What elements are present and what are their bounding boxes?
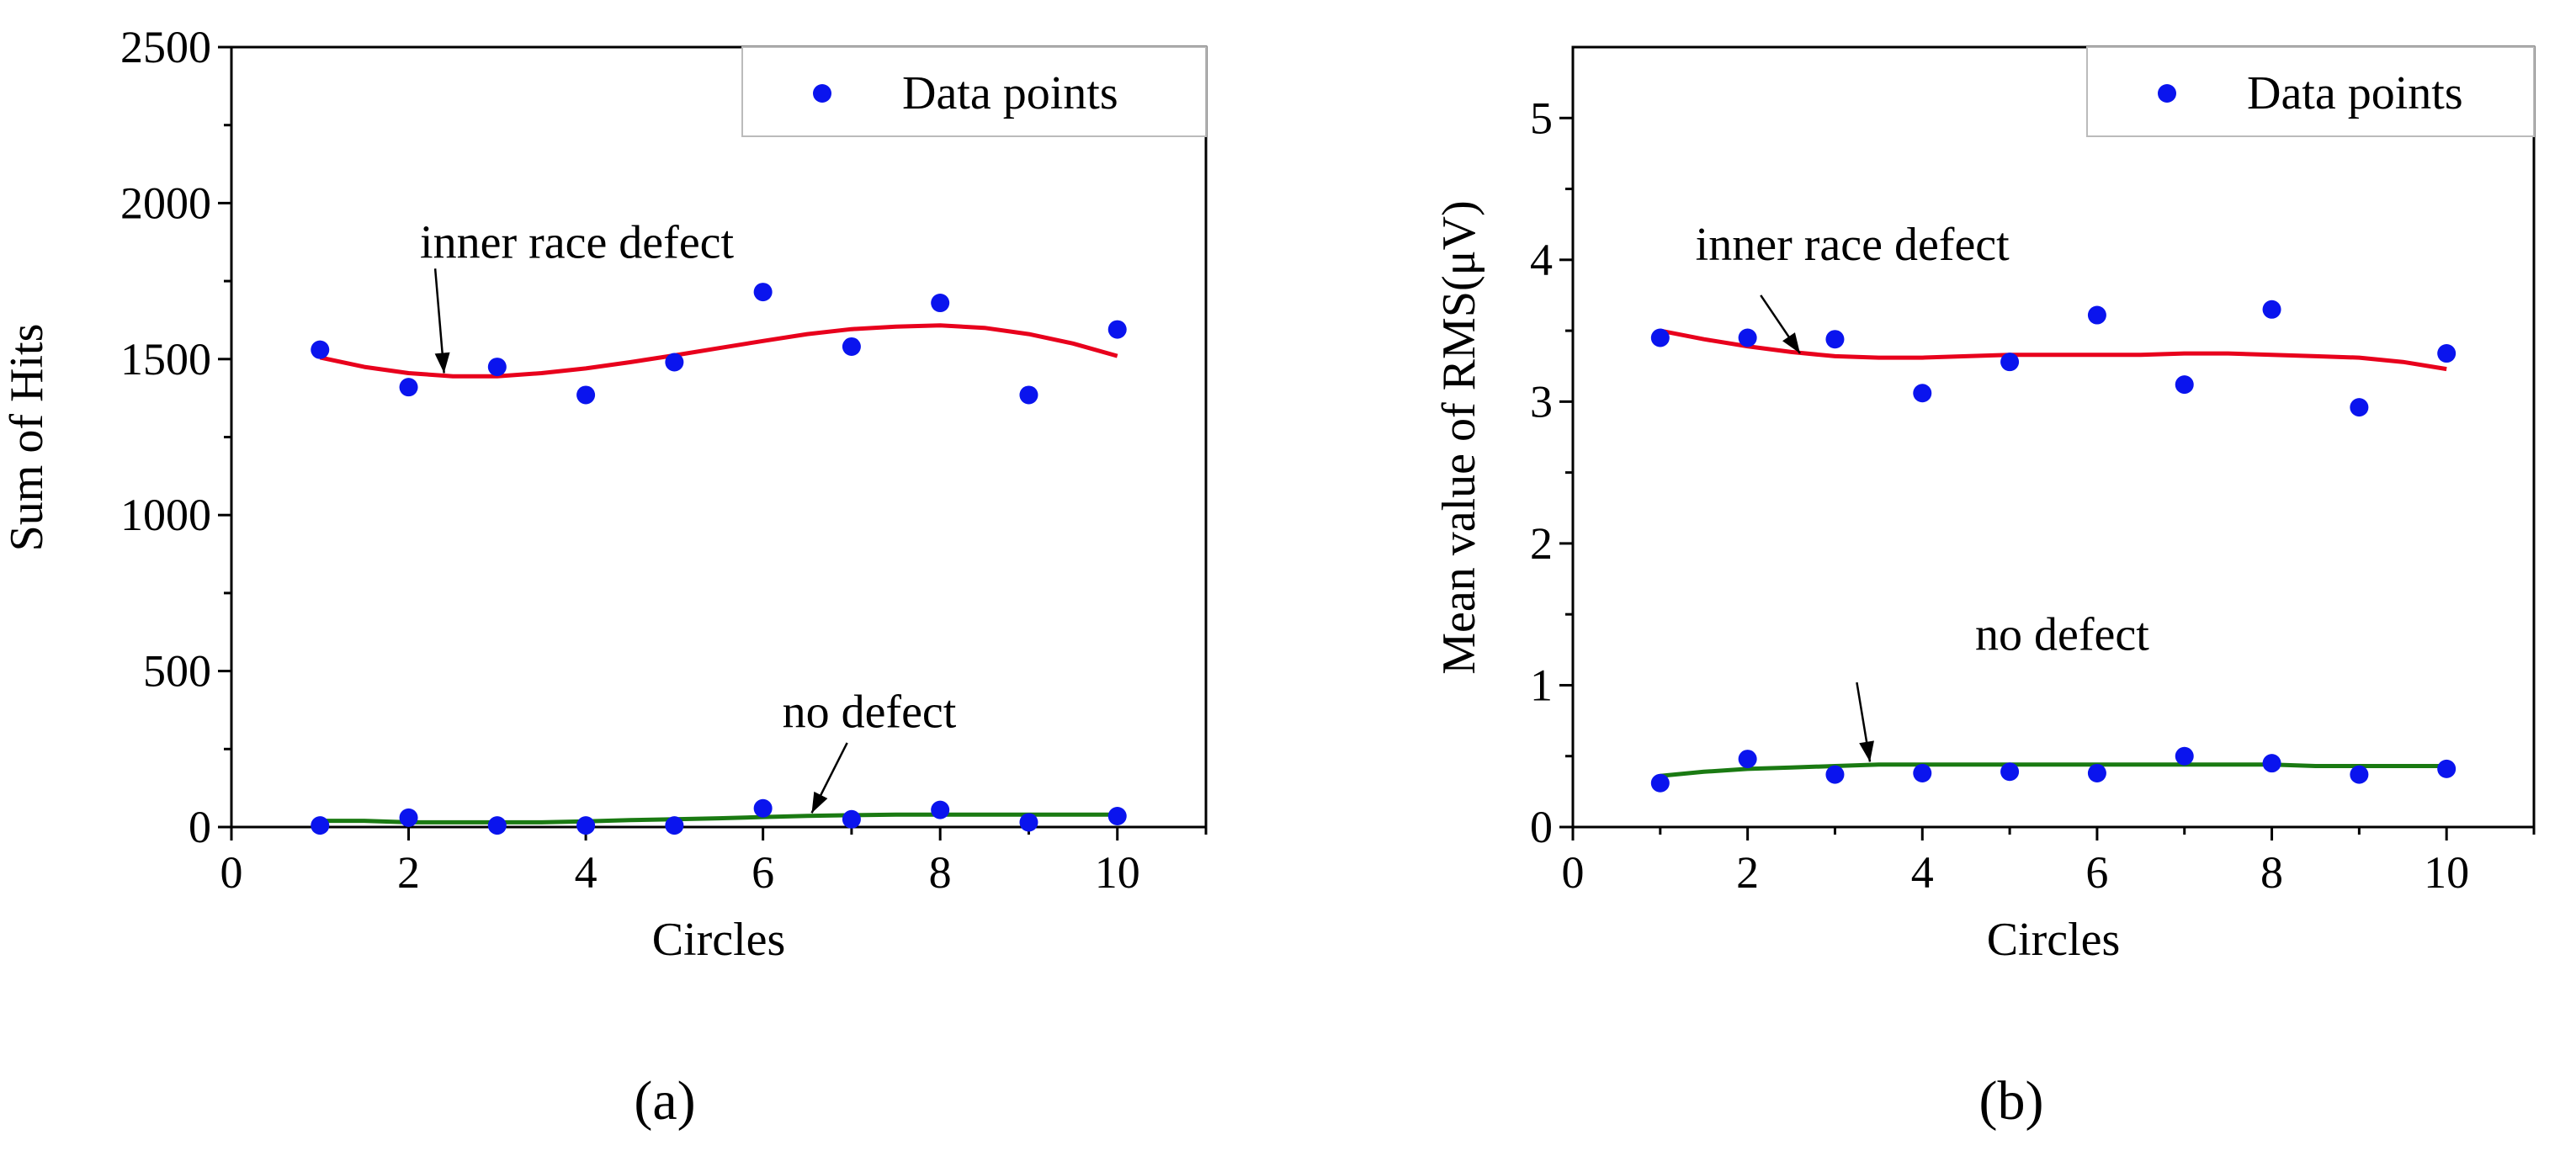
y-tick-label: 2500 [120, 22, 211, 72]
inner-race-data-point [842, 337, 861, 356]
no-defect-data-point [2175, 746, 2194, 766]
x-tick-label: 2 [1736, 847, 1759, 898]
plot-frame [1571, 45, 2536, 829]
y-tick-label: 1000 [120, 490, 211, 540]
x-axis-title: Circles [1987, 914, 2121, 966]
no-defect-fit-line [320, 812, 1118, 825]
y-tick-label: 5 [1530, 93, 1553, 143]
x-tick-label: 2 [397, 847, 420, 898]
inner-race-data-point [753, 283, 773, 302]
annotation-label: inner race defect [420, 216, 734, 268]
y-tick-label: 0 [189, 802, 211, 852]
inner-race-data-point [576, 385, 596, 405]
inner-race-data-point [931, 294, 950, 313]
panel-label: (b) [1979, 1070, 2044, 1132]
no-defect-data-point [1825, 765, 1845, 784]
no-defect-data-point [1650, 773, 1670, 793]
no-defect-data-point [1913, 763, 1932, 782]
annotation-arrow-head [1859, 740, 1874, 762]
y-tick-label: 3 [1530, 376, 1553, 427]
annotation-label: no defect [783, 686, 957, 738]
legend-label: Data points [902, 67, 1118, 119]
x-tick-label: 8 [2260, 847, 2283, 898]
no-defect-data-point [1107, 807, 1127, 826]
inner-race-data-point [399, 378, 418, 397]
annotation-label: inner race defect [1696, 219, 2010, 271]
y-tick-label: 1 [1530, 660, 1553, 710]
inner-race-data-point [2087, 305, 2106, 325]
no-defect-data-point [2350, 765, 2369, 784]
inner-race-data-point [487, 358, 507, 377]
legend-label: Data points [2247, 67, 2463, 119]
y-tick-label: 4 [1530, 235, 1553, 285]
no-defect-data-point [399, 808, 418, 827]
no-defect-data-point [1019, 813, 1038, 832]
no-defect-data-point [2262, 754, 2281, 773]
inner-race-data-point [2175, 375, 2194, 395]
no-defect-data-point [1738, 750, 1757, 769]
annotation-label: no defect [1975, 608, 2149, 660]
inner-race-fit-line [1660, 328, 2447, 372]
panel-b: 0 2 4 6 8 10 0 1 2 3 4 5 Circles Mean value of RMS(μV… [1433, 45, 2536, 1132]
inner-race-data-point [2000, 353, 2020, 372]
no-defect-data-point [665, 816, 684, 835]
inner-race-data-point [2437, 344, 2456, 363]
no-defect-data-point [2437, 759, 2456, 778]
y-axis-title: Mean value of RMS(μV) [1433, 200, 1485, 674]
x-tick-label: 4 [1911, 847, 1934, 898]
no-defect-data-point [487, 816, 507, 835]
annotation-arrow-head [1782, 332, 1800, 354]
y-tick-label: 500 [143, 646, 211, 697]
x-tick-label: 4 [575, 847, 598, 898]
inner-race-data-point [1825, 330, 1845, 349]
no-defect-data-point [311, 816, 330, 835]
no-defect-data-point [2000, 762, 2020, 782]
x-tick-label: 6 [2085, 847, 2108, 898]
inner-race-data-point [311, 340, 330, 359]
annotation-arrow-head [434, 352, 450, 374]
inner-race-data-point [1913, 384, 1932, 403]
x-tick-label: 8 [929, 847, 952, 898]
inner-race-data-point [1019, 385, 1038, 405]
inner-race-data-point [2262, 300, 2281, 319]
x-tick-label: 10 [2424, 847, 2469, 898]
y-axis-title: Sum of Hits [1, 324, 53, 552]
x-tick-label: 6 [752, 847, 774, 898]
inner-race-data-point [2350, 398, 2369, 417]
y-tick-label: 0 [1530, 802, 1553, 852]
inner-race-data-point [1107, 320, 1127, 339]
inner-race-fit-line [319, 323, 1118, 379]
y-tick-label: 2000 [120, 178, 211, 228]
panel-label: (a) [634, 1070, 695, 1132]
no-defect-data-point [753, 798, 773, 818]
no-defect-data-point [576, 816, 596, 835]
inner-race-data-point [1650, 328, 1670, 347]
x-tick-label: 10 [1095, 847, 1140, 898]
annotation-arrow-head [811, 791, 828, 814]
x-tick-label: 0 [220, 847, 243, 898]
no-defect-data-point [842, 809, 861, 829]
inner-race-data-point [665, 353, 684, 372]
no-defect-data-point [931, 800, 950, 819]
x-tick-label: 0 [1562, 847, 1585, 898]
panel-a: 0 2 4 6 8 10 0 500 1000 1500 2000 2500 Circles Sum of… [1, 22, 1208, 1132]
y-tick-label: 2 [1530, 518, 1553, 569]
x-axis-title: Circles [652, 914, 786, 966]
no-defect-fit-line [1660, 762, 2447, 778]
plot-frame [230, 45, 1208, 829]
no-defect-data-point [2087, 763, 2106, 782]
legend-marker [813, 84, 831, 103]
legend-marker [2158, 84, 2176, 103]
y-tick-label: 1500 [120, 334, 211, 384]
inner-race-data-point [1738, 328, 1757, 347]
